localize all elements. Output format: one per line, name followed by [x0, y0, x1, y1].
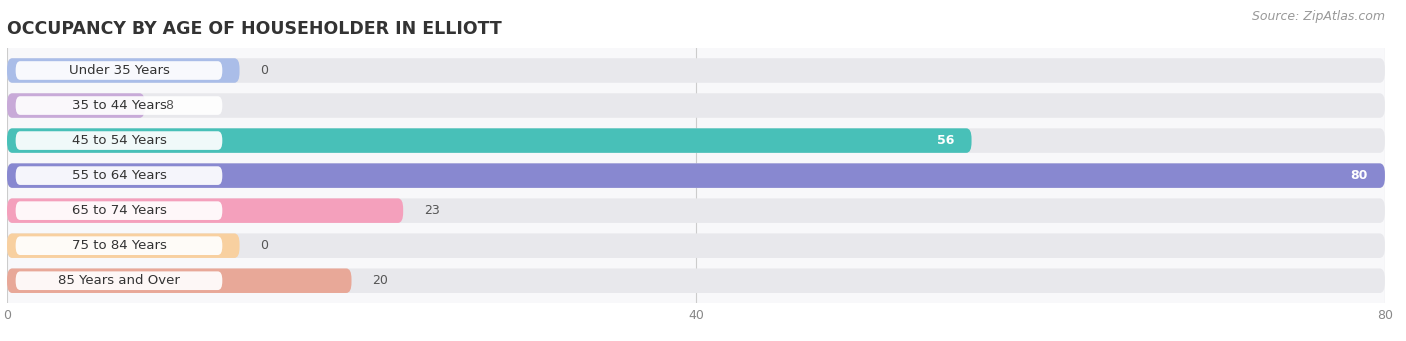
Text: 0: 0: [260, 239, 269, 252]
FancyBboxPatch shape: [7, 163, 1385, 188]
FancyBboxPatch shape: [15, 236, 222, 255]
Text: 56: 56: [936, 134, 955, 147]
Text: 85 Years and Over: 85 Years and Over: [58, 274, 180, 287]
FancyBboxPatch shape: [7, 198, 404, 223]
Text: 0: 0: [260, 64, 269, 77]
Text: OCCUPANCY BY AGE OF HOUSEHOLDER IN ELLIOTT: OCCUPANCY BY AGE OF HOUSEHOLDER IN ELLIO…: [7, 20, 502, 38]
FancyBboxPatch shape: [7, 198, 1385, 223]
FancyBboxPatch shape: [7, 234, 1385, 258]
FancyBboxPatch shape: [7, 268, 351, 293]
Text: Source: ZipAtlas.com: Source: ZipAtlas.com: [1251, 10, 1385, 23]
FancyBboxPatch shape: [7, 234, 239, 258]
Text: 8: 8: [166, 99, 173, 112]
FancyBboxPatch shape: [7, 93, 145, 118]
FancyBboxPatch shape: [15, 271, 222, 290]
Text: 45 to 54 Years: 45 to 54 Years: [72, 134, 166, 147]
FancyBboxPatch shape: [7, 128, 972, 153]
FancyBboxPatch shape: [7, 268, 1385, 293]
Text: 20: 20: [373, 274, 388, 287]
FancyBboxPatch shape: [7, 58, 239, 83]
Text: Under 35 Years: Under 35 Years: [69, 64, 169, 77]
Text: 23: 23: [423, 204, 440, 217]
FancyBboxPatch shape: [15, 201, 222, 220]
FancyBboxPatch shape: [7, 128, 1385, 153]
Text: 80: 80: [1350, 169, 1368, 182]
Text: 75 to 84 Years: 75 to 84 Years: [72, 239, 166, 252]
FancyBboxPatch shape: [7, 163, 1385, 188]
FancyBboxPatch shape: [15, 166, 222, 185]
Text: 55 to 64 Years: 55 to 64 Years: [72, 169, 166, 182]
FancyBboxPatch shape: [7, 58, 1385, 83]
Text: 65 to 74 Years: 65 to 74 Years: [72, 204, 166, 217]
FancyBboxPatch shape: [15, 61, 222, 80]
FancyBboxPatch shape: [15, 96, 222, 115]
FancyBboxPatch shape: [15, 131, 222, 150]
FancyBboxPatch shape: [7, 93, 1385, 118]
Text: 35 to 44 Years: 35 to 44 Years: [72, 99, 166, 112]
